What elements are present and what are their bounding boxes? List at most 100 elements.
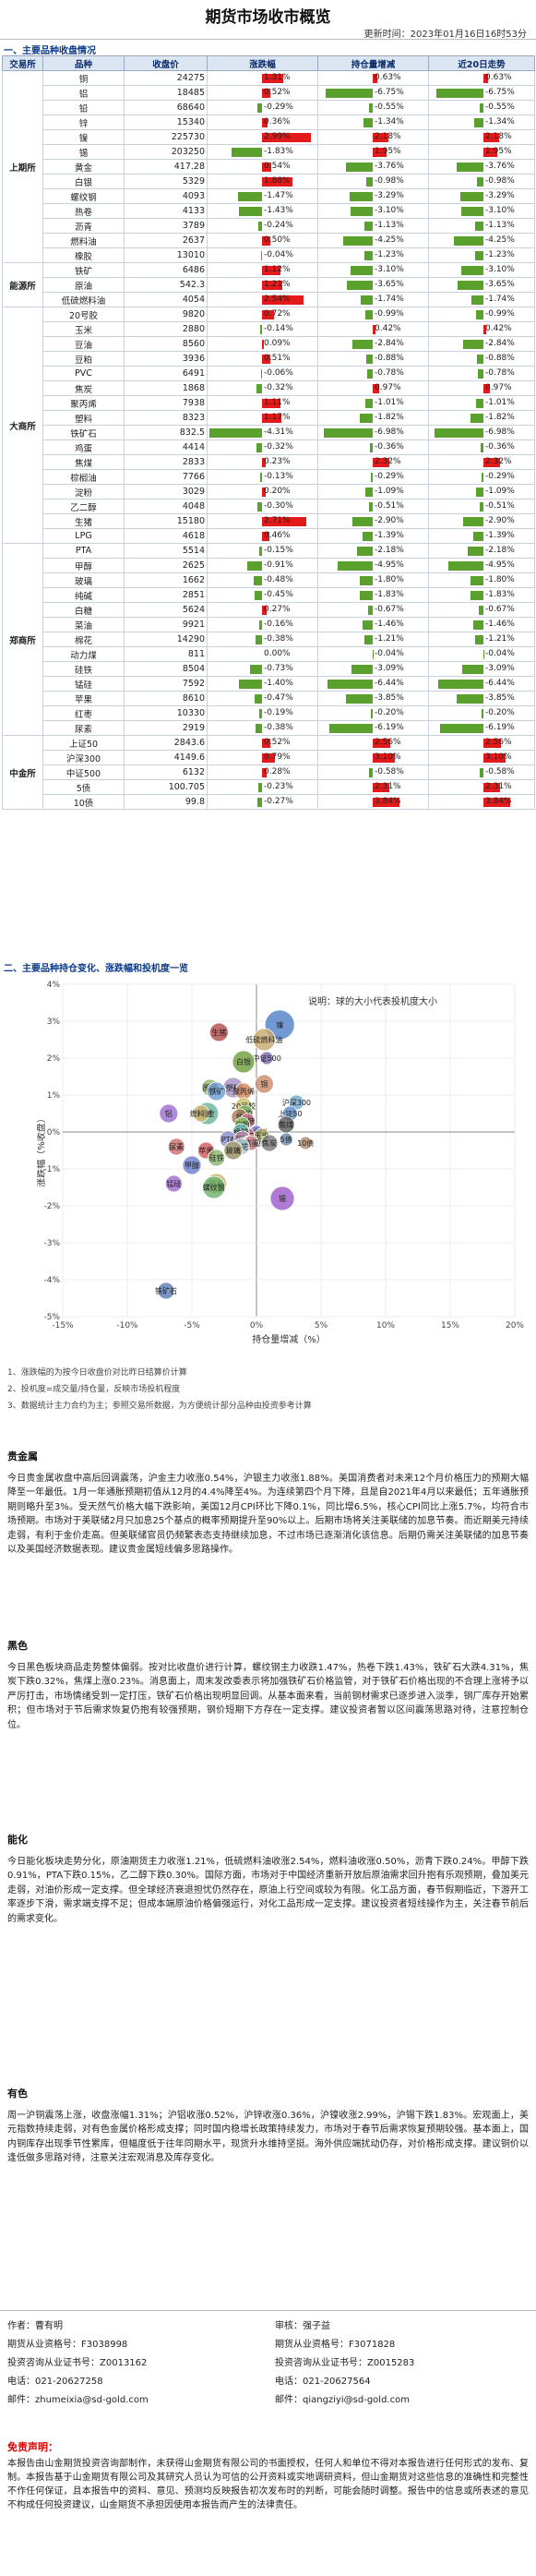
trend20-cell: -1.01% [428, 395, 535, 411]
close-price: 417.28 [124, 159, 208, 175]
section-title-1: 一、主要品种收盘情况 [4, 46, 96, 56]
open-interest-bar [351, 207, 373, 216]
table-row: 锡 203250 -1.83% 1.95% 1.95% [3, 144, 535, 160]
change-cell: -0.04% [207, 247, 318, 263]
trend20-bar [470, 414, 483, 423]
trend20-bar [470, 591, 483, 600]
open-interest-label: -1.83% [375, 590, 404, 599]
open-interest-bar [366, 355, 373, 364]
writer-email[interactable]: zhumeixia@sd-gold.com [35, 2395, 149, 2405]
change-label: 1.12% [264, 265, 291, 274]
reviewer-email[interactable]: qiangziyi@sd-gold.com [303, 2395, 410, 2405]
product-name: 铜 [42, 70, 125, 86]
bubble [269, 1186, 295, 1211]
x-tick-label: 10% [376, 1321, 395, 1330]
product-name: 橡胶 [42, 247, 125, 263]
close-price: 7592 [124, 676, 208, 692]
open-interest-cell: -0.36% [317, 439, 429, 455]
ferrous-text: 今日黑色板块商品走势整体偏弱。按对比收盘价进行计算，螺纹钢主力收跌1.47%，热… [7, 1662, 529, 1730]
trend20-label: -0.20% [485, 708, 515, 717]
bubble-label: 玻璃 [226, 1146, 241, 1155]
plot-area [62, 983, 516, 1318]
change-cell: 0.52% [207, 85, 318, 101]
open-interest-label: 2.56% [375, 738, 401, 747]
table-row: 沪深300 4149.6 0.79% 3.10% 3.10% [3, 750, 535, 765]
open-interest-label: -2.90% [375, 516, 404, 525]
change-label: -0.30% [264, 501, 293, 511]
open-interest-label: -0.55% [375, 102, 404, 112]
change-cell: -1.47% [207, 188, 318, 204]
bubble [260, 1134, 279, 1152]
change-label: 2.99% [264, 132, 291, 141]
open-interest-bar [373, 133, 388, 142]
change-cell: 2.54% [207, 292, 318, 307]
change-bar [262, 310, 274, 319]
table-row: 甲醇 2625 -0.91% -4.95% -4.95% [3, 558, 535, 573]
trend20-bar [483, 384, 491, 393]
product-name: 黄金 [42, 159, 125, 175]
trend20-cell: -6.98% [428, 425, 535, 440]
trend20-cell: -4.25% [428, 233, 535, 248]
table-row: 白银 5329 1.88% -0.98% -0.98% [3, 174, 535, 189]
change-cell: -0.15% [207, 543, 318, 559]
trend20-cell: -3.65% [428, 277, 535, 293]
x-tick-label: -15% [52, 1321, 74, 1330]
table-row: 硅铁 8504 -0.73% -3.09% -3.09% [3, 661, 535, 677]
change-bar [259, 547, 262, 556]
bubble [192, 1104, 210, 1123]
close-price: 15340 [124, 114, 208, 130]
change-cell: -0.29% [207, 100, 318, 115]
product-name: 热卷 [42, 203, 125, 219]
change-label: -0.16% [264, 620, 293, 629]
product-name: 塑料 [42, 410, 125, 426]
table-row: 10债 99.8 -0.27% 3.84% 3.84% [3, 794, 535, 810]
close-price: 3029 [124, 484, 208, 500]
trend20-bar [463, 340, 483, 349]
open-interest-label: -0.36% [375, 442, 404, 451]
writer-email-label: 邮件： [7, 2395, 35, 2405]
open-interest-cell: -1.13% [317, 218, 429, 234]
column-header: 交易所 [2, 55, 43, 71]
open-interest-bar [368, 103, 373, 113]
close-price: 6132 [124, 764, 208, 780]
change-cell: 1.11% [207, 395, 318, 411]
open-interest-cell: -1.34% [317, 114, 429, 130]
column-header: 品种 [42, 55, 125, 71]
table-row: 玻璃 1662 -0.48% -1.80% -1.80% [3, 572, 535, 588]
change-cell: -0.32% [207, 439, 318, 455]
change-cell: -0.45% [207, 587, 318, 603]
change-bar [256, 443, 262, 452]
close-price: 4414 [124, 439, 208, 455]
table-row: 焦炭 1868 -0.32% 0.97% 0.97% [3, 380, 535, 396]
open-interest-cell: 3.84% [317, 794, 429, 810]
open-interest-bar [373, 753, 395, 763]
change-label: 0.23% [264, 457, 291, 466]
open-interest-cell: -0.29% [317, 469, 429, 485]
change-label: 0.54% [264, 162, 291, 171]
trend20-label: -3.85% [485, 693, 515, 703]
trend20-label: -6.98% [485, 427, 515, 437]
nonferrous-section: 有色 周一沪铜震荡上涨，收盘涨幅1.31%；沪铝收涨0.52%，沪锌收涨0.36… [7, 2087, 529, 2166]
trend20-label: -1.34% [485, 117, 515, 126]
change-cell: -0.91% [207, 558, 318, 573]
table-row: 能源所 铁矿 6486 1.12% -3.10% -3.10% [2, 262, 535, 307]
trend20-cell: -4.95% [428, 558, 535, 573]
change-cell: 1.17% [207, 410, 318, 426]
bubble-label: 锰硅 [166, 1179, 181, 1188]
trend20-bar [482, 709, 483, 718]
change-bar [262, 414, 281, 423]
product-name: 菜油 [42, 617, 125, 632]
change-bar [239, 680, 262, 689]
open-interest-bar [371, 709, 373, 718]
section-title-2: 二、主要品种持仓变化、涨跌幅和投机度一览 [4, 964, 188, 974]
author-divider [0, 2310, 536, 2311]
open-interest-label: -0.20% [375, 708, 404, 717]
product-name: 纯碱 [42, 587, 125, 603]
bubble-label: 焦煤 [279, 1120, 293, 1129]
open-interest-bar [363, 118, 373, 127]
change-cell: 0.46% [207, 528, 318, 544]
open-interest-bar [362, 620, 373, 630]
close-price: 832.5 [124, 425, 208, 440]
bubble-label: 甲醇 [185, 1161, 199, 1170]
table-row: 郑商所 PTA 5514 -0.15% -2.18% -2.18% [2, 543, 535, 736]
